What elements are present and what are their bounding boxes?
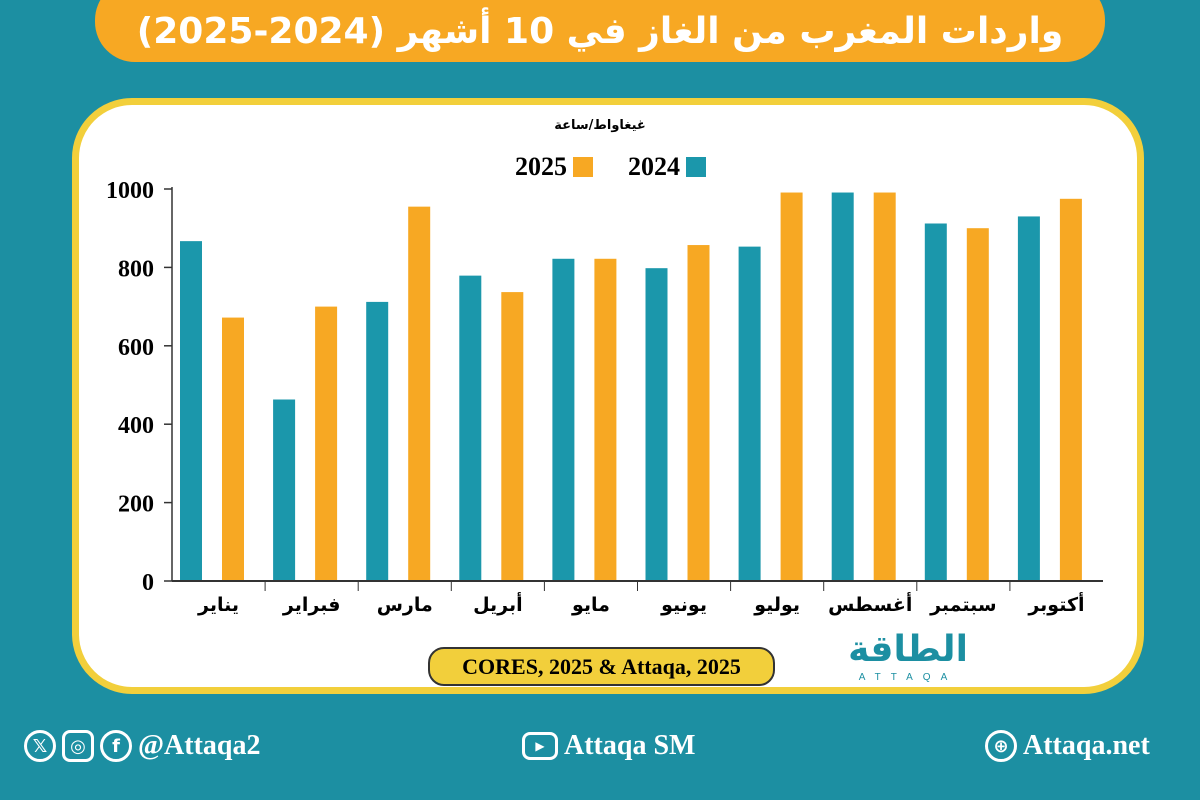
instagram-icon[interactable]: ◎: [62, 730, 94, 762]
y-tick-label: 600: [118, 335, 154, 361]
x-tick-label: يناير: [197, 594, 239, 616]
y-axis-unit: غيغاواط/ساعة: [554, 118, 646, 133]
x-tick-label: مارس: [377, 594, 433, 616]
x-icon[interactable]: 𝕏: [24, 730, 56, 762]
bar-2024-6: [645, 268, 668, 581]
footer-social: 𝕏 ◎ f @Attaqa2: [24, 730, 261, 762]
chart-title: واردات المغرب من الغاز في 10 أشهر (2024-…: [95, 0, 1105, 62]
legend-item-2024: 2024: [628, 152, 706, 182]
x-tick-label: أغسطس: [828, 592, 912, 616]
logo-arabic: الطاقة: [848, 629, 968, 670]
x-tick-label: سبتمبر: [929, 594, 997, 616]
bar-2025-10: [1059, 198, 1082, 582]
bar-2025-1: [222, 317, 244, 581]
x-tick-label: يونيو: [660, 594, 707, 616]
footer-website: ⊕ Attaqa.net: [985, 730, 1150, 762]
x-tick-label: يوليو: [753, 594, 800, 616]
y-tick-label: 0: [142, 570, 154, 596]
y-tick-label: 800: [118, 256, 154, 282]
footer-youtube: ▶ Attaqa SM: [522, 730, 695, 762]
bar-2025-6: [687, 245, 710, 581]
bar-2025-3: [408, 206, 431, 581]
legend-label-2025: 2025: [515, 152, 567, 181]
y-tick-label: 200: [118, 492, 154, 518]
bar-2025-7: [780, 192, 803, 581]
bar-2025-8: [873, 192, 896, 581]
x-tick-label: أبريل: [473, 592, 523, 616]
legend-swatch-2024: [686, 157, 706, 177]
bar-2024-4: [459, 275, 482, 581]
x-tick-label: مايو: [571, 594, 610, 616]
bar-2025-2: [315, 306, 338, 581]
x-tick-label: أكتوبر: [1027, 592, 1084, 616]
bar-2024-8: [831, 192, 854, 581]
bar-2025-9: [966, 228, 989, 581]
youtube-handle[interactable]: Attaqa SM: [564, 730, 696, 761]
bar-2024-2: [273, 399, 296, 581]
legend-label-2024: 2024: [628, 152, 680, 181]
logo-latin: ATTAQA: [858, 672, 958, 683]
y-tick-label: 400: [118, 413, 154, 439]
bar-2024-3: [366, 301, 389, 581]
attaqa-logo: الطاقة ATTAQA: [828, 628, 988, 683]
bar-2025-4: [501, 292, 524, 581]
x-tick-label: فبراير: [282, 594, 340, 616]
y-tick-label: 1000: [106, 178, 154, 204]
bar-2025-5: [594, 258, 617, 581]
globe-icon[interactable]: ⊕: [985, 730, 1017, 762]
website-link[interactable]: Attaqa.net: [1023, 730, 1150, 761]
legend-item-2025: 2025: [515, 152, 593, 182]
bar-2024-7: [738, 246, 761, 581]
bar-2024-10: [1017, 216, 1040, 581]
social-handle[interactable]: @Attaqa2: [138, 730, 261, 761]
source-label: CORES, 2025 & Attaqa, 2025: [428, 647, 775, 686]
legend-swatch-2025: [573, 157, 593, 177]
bar-2024-5: [552, 258, 575, 581]
youtube-icon[interactable]: ▶: [522, 732, 558, 760]
bar-2024-1: [180, 241, 202, 582]
facebook-icon[interactable]: f: [100, 730, 132, 762]
bar-2024-9: [924, 223, 947, 581]
